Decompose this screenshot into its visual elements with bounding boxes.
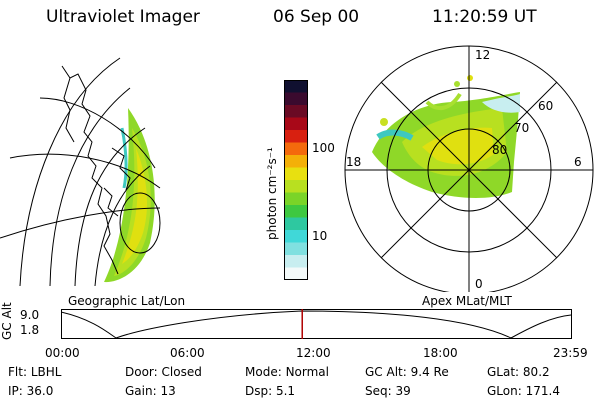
info-glat: GLat: 80.2 <box>487 365 550 379</box>
altitude-xtick-0: 00:00 <box>45 346 80 360</box>
instrument-title: Ultraviolet Imager <box>46 7 200 27</box>
altitude-plot <box>61 309 572 339</box>
time-label: 11:20:59 UT <box>432 7 537 27</box>
colorbar-band <box>284 142 308 156</box>
geographic-image <box>0 57 161 287</box>
colorbar-band <box>284 105 308 118</box>
colorbar-band <box>284 267 308 281</box>
mlt-label-left: 18 <box>346 155 361 169</box>
altitude-xtick-3: 18:00 <box>423 346 458 360</box>
info-ip: IP: 36.0 <box>8 384 54 398</box>
colorbar-band <box>284 205 308 218</box>
colorbar-band <box>284 242 308 256</box>
colorbar-band <box>284 117 308 131</box>
altitude-ylabel: GC Alt <box>0 302 14 340</box>
colorbar-band <box>284 192 308 206</box>
altitude-ytick-top: 9.0 <box>20 308 40 322</box>
colorbar-tick-100: 100 <box>312 141 335 155</box>
altitude-xtick-2: 12:00 <box>296 346 331 360</box>
colorbar-band <box>284 130 308 143</box>
info-mode: Mode: Normal <box>245 365 329 379</box>
mlt-label-top: 12 <box>475 48 490 62</box>
info-seq: Seq: 39 <box>365 384 411 398</box>
lat-label-80: 80 <box>492 143 507 157</box>
colorbar-gradient <box>284 80 308 281</box>
apex-panel-label: Apex MLat/MLT <box>422 294 512 308</box>
date-label: 06 Sep 00 <box>273 7 360 27</box>
info-dsp: Dsp: 5.1 <box>245 384 296 398</box>
colorbar-band <box>284 255 308 268</box>
colorbar-band <box>284 155 308 168</box>
mlt-label-bottom: 0 <box>475 277 483 291</box>
info-glon: GLon: 171.4 <box>487 384 560 398</box>
colorbar-border <box>284 80 308 280</box>
colorbar-band <box>284 180 308 193</box>
colorbar-unit-label: photon cm⁻²s⁻¹ <box>265 147 279 240</box>
lat-label-60: 60 <box>538 99 553 113</box>
colorbar-band <box>284 92 308 106</box>
colorbar-band <box>284 167 308 181</box>
mlt-label-right: 6 <box>574 155 582 169</box>
geographic-panel-label: Geographic Lat/Lon <box>68 294 186 308</box>
info-gc-alt: GC Alt: 9.4 Re <box>365 365 449 379</box>
altitude-xtick-1: 06:00 <box>170 346 205 360</box>
colorbar-band <box>284 230 308 243</box>
info-gain: Gain: 13 <box>125 384 176 398</box>
colorbar <box>284 80 308 281</box>
altitude-xtick-4: 23:59 <box>553 346 588 360</box>
info-door: Door: Closed <box>125 365 202 379</box>
colorbar-band <box>284 217 308 231</box>
colorbar-band <box>284 80 308 93</box>
altitude-ytick-bottom: 1.8 <box>20 323 40 337</box>
polar-plot: 12 0 18 6 60 70 80 <box>344 45 594 292</box>
lat-label-70: 70 <box>514 121 529 135</box>
info-filter: Flt: LBHL <box>8 365 62 379</box>
colorbar-tick-10: 10 <box>312 229 328 243</box>
